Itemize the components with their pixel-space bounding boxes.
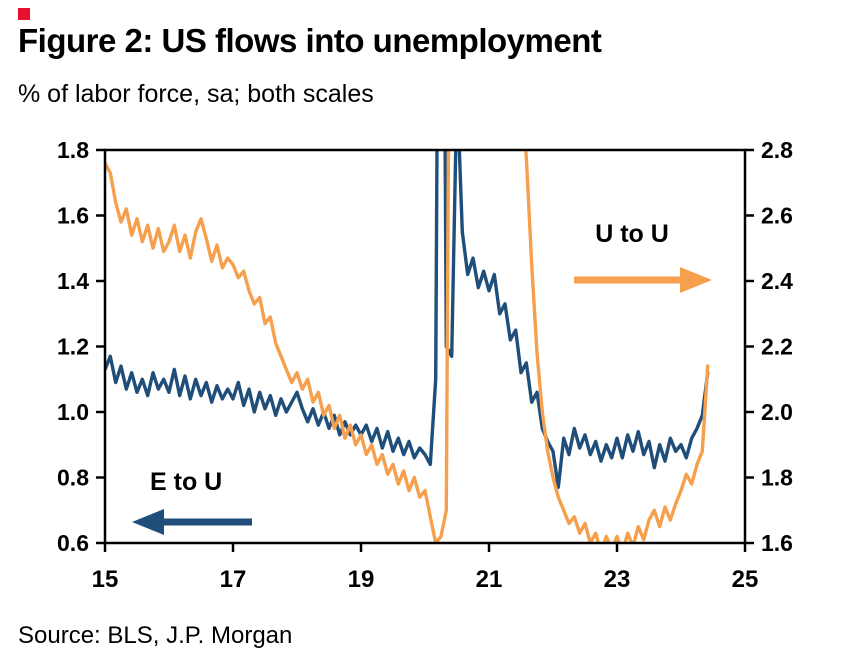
x-axis-tick-label: 21 (476, 566, 503, 593)
figure-title: Figure 2: US flows into unemployment (18, 22, 602, 59)
left-axis-tick-label: 1.0 (57, 399, 89, 425)
left-axis-tick-label: 1.4 (57, 268, 89, 294)
right-axis-tick-label: 1.8 (761, 465, 793, 491)
right-axis-tick-label: 2.8 (761, 137, 793, 163)
source-note: Source: BLS, J.P. Morgan (18, 622, 293, 649)
left-axis-tick-label: 1.6 (57, 203, 89, 229)
right-axis-tick-label: 1.6 (761, 530, 793, 556)
left-axis-tick-label: 0.6 (57, 530, 89, 556)
left-axis-tick-label: 1.8 (57, 137, 89, 163)
x-axis-tick-label: 19 (348, 566, 375, 593)
left-axis-tick-label: 0.8 (57, 465, 89, 491)
x-axis-tick-label: 15 (92, 566, 119, 593)
right-axis-tick-label: 2.0 (761, 399, 793, 425)
x-axis-tick-label: 23 (604, 566, 631, 593)
x-axis-tick-label: 17 (220, 566, 247, 593)
left-axis-tick-label: 1.2 (57, 334, 89, 360)
annotation-label-e-to-u: E to U (150, 468, 222, 496)
series-line-e-to-u (105, 149, 710, 489)
series-line-u-to-u (105, 149, 710, 544)
brand-marker (18, 8, 30, 20)
right-axis-tick-label: 2.2 (761, 334, 793, 360)
u-to-u-arrow-head-icon (680, 267, 712, 293)
series-group (105, 149, 710, 544)
e-to-u-arrow-head-icon (132, 509, 164, 535)
x-axis-tick-label: 25 (732, 566, 759, 593)
right-axis-tick-label: 2.6 (761, 203, 793, 229)
figure-subtitle: % of labor force, sa; both scales (18, 80, 374, 108)
annotation-label-u-to-u: U to U (595, 220, 669, 248)
right-axis-tick-label: 2.4 (761, 268, 793, 294)
